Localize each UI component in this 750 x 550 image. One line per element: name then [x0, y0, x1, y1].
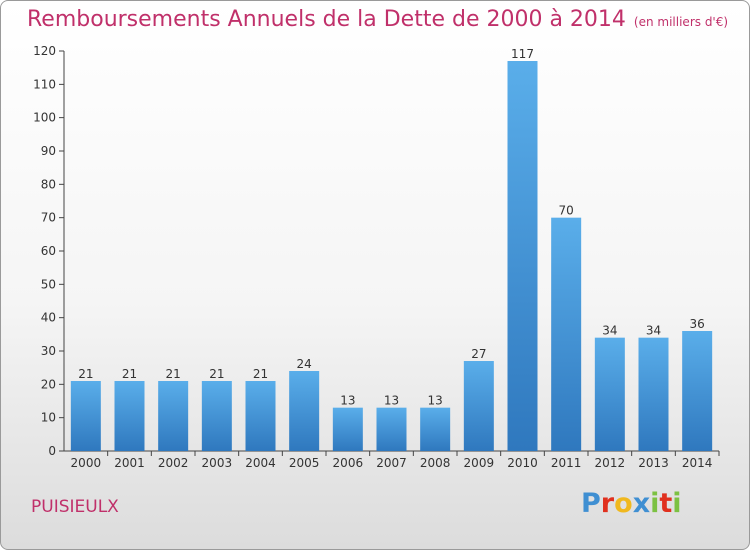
y-tick-label: 50: [41, 277, 56, 291]
logo-letter: o: [614, 488, 633, 519]
logo-letter: P: [581, 488, 601, 519]
bar: [114, 381, 145, 451]
plot-area: 0 10 20 30 40 50 60 70 80 90 100 110 120 21 2000 21 2001…: [33, 44, 720, 470]
bar: [201, 381, 232, 451]
bar: [507, 61, 538, 451]
bar-value-label: 13: [384, 394, 399, 408]
y-tick-label: 90: [41, 144, 56, 158]
bar: [245, 381, 276, 451]
x-tick-label: 2006: [333, 456, 364, 470]
bar: [594, 337, 625, 451]
bar-value-label: 34: [602, 324, 617, 338]
bar: [332, 407, 363, 451]
x-tick-label: 2003: [202, 456, 233, 470]
x-tick-label: 2004: [245, 456, 276, 470]
chart-unit: (en milliers d'€): [633, 15, 729, 29]
logo-letter: i: [672, 488, 682, 519]
x-tick-label: 2008: [420, 456, 451, 470]
bar-value-label: 21: [122, 367, 137, 381]
x-tick-label: 2001: [114, 456, 145, 470]
x-tick-label: 2007: [376, 456, 407, 470]
y-tick-label: 100: [33, 111, 56, 125]
x-tick-label: 2000: [71, 456, 102, 470]
chart-title-text: Remboursements Annuels de la Dette de 20…: [27, 7, 626, 32]
bar-value-label: 13: [340, 394, 355, 408]
bar: [420, 407, 451, 451]
y-tick-label: 60: [41, 244, 56, 258]
logo-letter: r: [600, 488, 615, 519]
proxiti-logo: Proxiti: [581, 488, 682, 519]
y-tick-label: 0: [48, 444, 56, 458]
bar: [376, 407, 407, 451]
x-tick-label: 2002: [158, 456, 189, 470]
chart-title: Remboursements Annuels de la Dette de 20…: [27, 7, 728, 32]
bar-value-label: 21: [166, 367, 181, 381]
bar: [70, 381, 101, 451]
logo-letter: x: [632, 488, 651, 519]
x-tick-label: 2005: [289, 456, 320, 470]
y-tick-label: 20: [41, 377, 56, 391]
bar-value-label: 13: [428, 394, 443, 408]
x-tick-label: 2013: [638, 456, 669, 470]
logo-letter: i: [650, 488, 660, 519]
bar-value-label: 27: [471, 347, 486, 361]
bar: [682, 331, 713, 451]
y-tick-label: 30: [41, 344, 56, 358]
y-tick-label: 120: [33, 44, 56, 58]
y-tick-label: 40: [41, 311, 56, 325]
x-tick-label: 2010: [507, 456, 538, 470]
y-tick-label: 10: [41, 411, 56, 425]
bar: [638, 337, 669, 451]
x-tick-label: 2009: [464, 456, 495, 470]
town-name: PUISIEULX: [31, 497, 119, 517]
bar: [158, 381, 189, 451]
x-tick-label: 2011: [551, 456, 582, 470]
bar-value-label: 24: [297, 357, 312, 371]
bar-value-label: 36: [690, 317, 705, 331]
y-tick-label: 80: [41, 177, 56, 191]
bar: [289, 371, 320, 451]
bar-value-label: 21: [78, 367, 93, 381]
y-tick-label: 110: [33, 77, 56, 91]
logo-letter: t: [659, 488, 673, 519]
x-tick-label: 2012: [595, 456, 626, 470]
y-tick-label: 70: [41, 211, 56, 225]
bar-value-label: 34: [646, 324, 661, 338]
bar: [551, 217, 582, 451]
bar-value-label: 117: [511, 47, 534, 61]
bar-value-label: 21: [209, 367, 224, 381]
bar: [463, 361, 494, 451]
bar-value-label: 21: [253, 367, 268, 381]
bar-value-label: 70: [559, 204, 574, 218]
x-tick-label: 2014: [682, 456, 713, 470]
